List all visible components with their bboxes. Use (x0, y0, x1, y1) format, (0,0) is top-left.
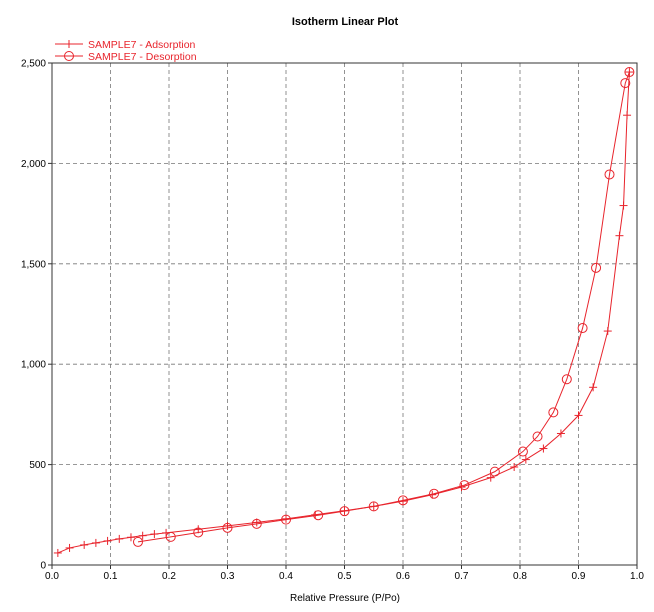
data-point (589, 383, 598, 392)
y-tick-label: 2,000 (21, 159, 46, 170)
data-point (91, 538, 100, 547)
data-point (561, 374, 572, 385)
series-layer (53, 67, 635, 557)
x-tick-label: 0.9 (572, 571, 586, 582)
legend-item: SAMPLE7 - Adsorption (55, 39, 196, 51)
legend-item: SAMPLE7 - Desorption (55, 51, 197, 63)
data-point (486, 473, 495, 482)
data-point (65, 543, 74, 552)
y-tick-label: 0 (40, 561, 46, 572)
data-point (165, 531, 176, 542)
data-point (251, 518, 262, 529)
x-tick-label: 0.0 (45, 571, 59, 582)
data-point (103, 536, 112, 545)
chart-title: Isotherm Linear Plot (292, 16, 399, 28)
data-point (574, 411, 583, 420)
data-point (193, 527, 204, 538)
x-tick-label: 0.6 (396, 571, 410, 582)
y-tick-label: 1,500 (21, 259, 46, 270)
x-tick-label: 0.2 (162, 571, 176, 582)
plot-frame (51, 62, 638, 566)
series-line (137, 71, 630, 543)
data-point (615, 231, 624, 240)
data-point (368, 501, 379, 512)
data-point (539, 444, 548, 453)
series-adsorption (53, 68, 634, 557)
data-point (150, 530, 159, 539)
x-tick-label: 0.3 (221, 571, 235, 582)
x-tick-label: 0.1 (104, 571, 118, 582)
y-tick-label: 2,500 (21, 59, 46, 70)
series-desorption (132, 67, 635, 547)
data-point (459, 480, 470, 491)
data-point (398, 495, 408, 506)
data-point (126, 533, 135, 542)
data-point (556, 429, 565, 438)
x-axis-label: Relative Pressure (P/Po) (290, 593, 400, 604)
x-tick-label: 0.8 (513, 571, 527, 582)
x-tick-label: 0.5 (338, 571, 352, 582)
data-point (625, 68, 634, 77)
legend-label: SAMPLE7 - Desorption (88, 51, 197, 63)
axes: 0.0 0.1 0.2 0.3 0.4 0.5 0.6 0.7 0.8 0.9 1.0 0 500 1,0… (21, 59, 644, 583)
data-point (194, 525, 203, 534)
data-point (339, 506, 350, 517)
data-point (619, 201, 628, 210)
data-point (132, 536, 143, 547)
data-point (591, 262, 602, 273)
series-line (57, 72, 630, 554)
data-point (521, 455, 530, 464)
y-tick-label: 500 (29, 460, 46, 471)
data-point (604, 169, 615, 180)
y-tick-label: 1,000 (21, 360, 46, 371)
legend-marker (65, 40, 73, 48)
x-tick-label: 0.4 (279, 571, 293, 582)
data-point (532, 431, 543, 442)
data-point (281, 514, 291, 525)
data-point (138, 531, 147, 540)
data-point (517, 446, 528, 457)
data-point (624, 67, 635, 78)
data-point (115, 534, 124, 543)
data-point (222, 522, 233, 533)
data-point (313, 510, 324, 521)
x-tick-label: 1.0 (630, 571, 644, 582)
x-tick-label: 0.7 (455, 571, 469, 582)
data-point (53, 548, 62, 557)
data-point (623, 111, 632, 120)
data-point (510, 463, 519, 472)
legend-marker (64, 51, 74, 61)
data-point (603, 327, 612, 336)
legend-label: SAMPLE7 - Adsorption (88, 39, 196, 51)
data-point (620, 78, 631, 89)
grid (52, 63, 637, 565)
data-point (577, 323, 588, 334)
data-point (548, 407, 559, 418)
data-point (80, 540, 89, 549)
data-point (429, 488, 440, 499)
data-point (489, 466, 500, 477)
